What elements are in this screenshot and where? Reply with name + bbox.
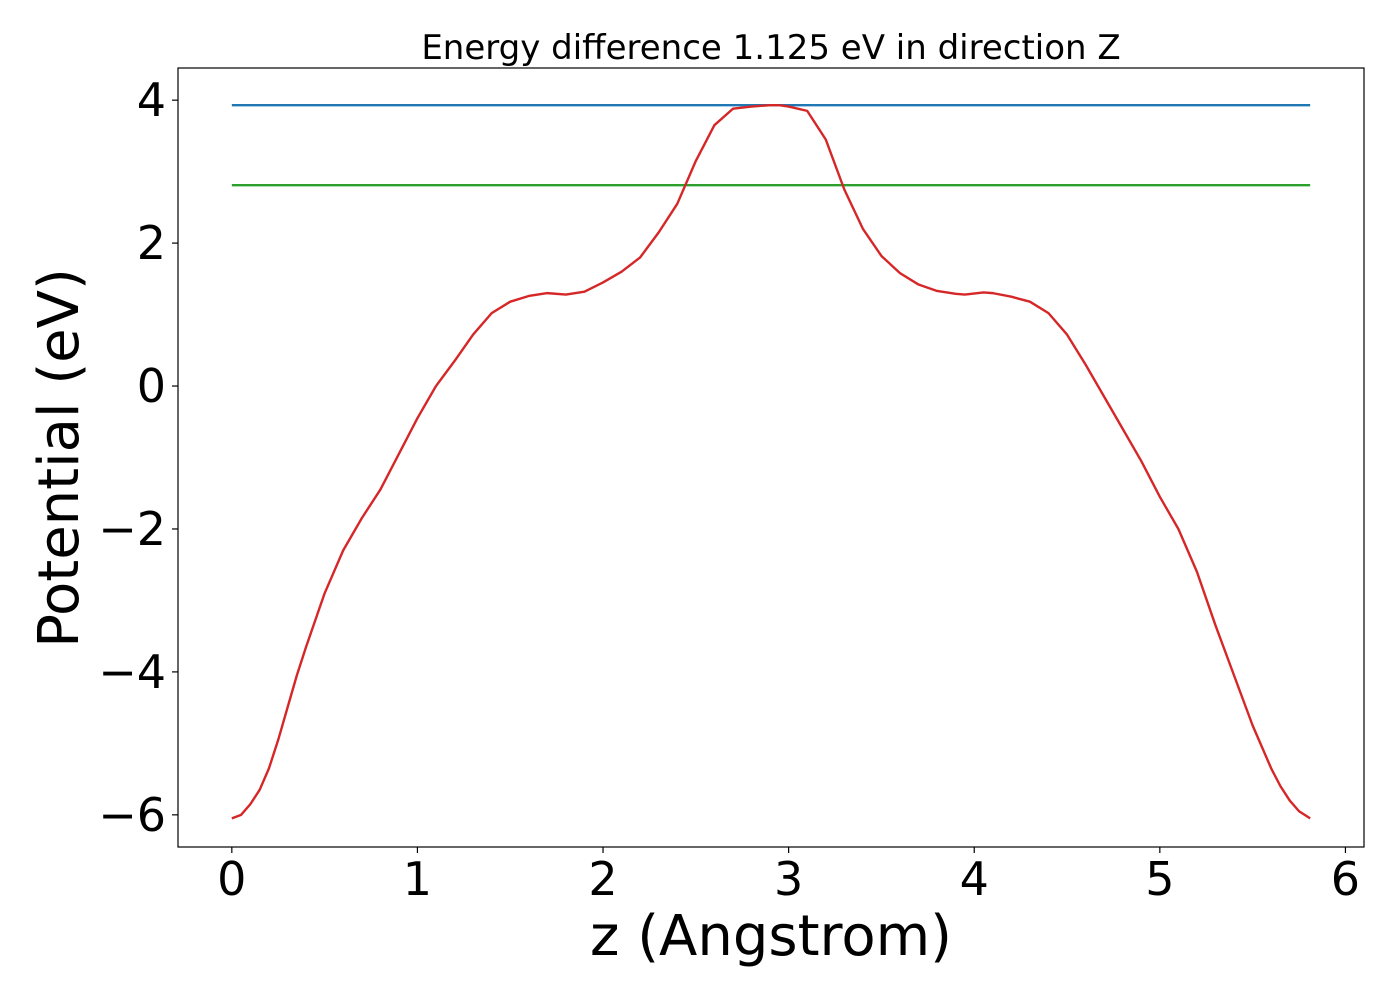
y-axis: −6 −4 −2 0 2 4 — [98, 73, 178, 842]
x-tick-label: 4 — [960, 852, 989, 906]
y-tick-label: 0 — [137, 359, 166, 413]
x-axis-label: z (Angstrom) — [590, 904, 952, 969]
x-tick-label: 3 — [774, 852, 803, 906]
y-tick-label: −2 — [98, 502, 166, 556]
y-axis-label: Potential (eV) — [27, 268, 92, 648]
x-tick-label: 6 — [1331, 852, 1360, 906]
x-tick-label: 0 — [217, 852, 246, 906]
y-tick-label: 4 — [137, 73, 166, 127]
y-tick-label: 2 — [137, 216, 166, 270]
series-layer — [231, 103, 1311, 820]
x-axis: 0 1 2 3 4 5 6 — [217, 847, 1360, 906]
x-tick-label: 2 — [588, 852, 617, 906]
series-line-2 — [231, 103, 1311, 820]
x-tick-label: 1 — [403, 852, 432, 906]
x-tick-label: 5 — [1145, 852, 1174, 906]
chart-title: Energy difference 1.125 eV in direction … — [421, 28, 1120, 68]
y-tick-label: −6 — [98, 788, 166, 842]
plot-frame — [177, 67, 1365, 848]
y-tick-label: −4 — [98, 645, 166, 699]
